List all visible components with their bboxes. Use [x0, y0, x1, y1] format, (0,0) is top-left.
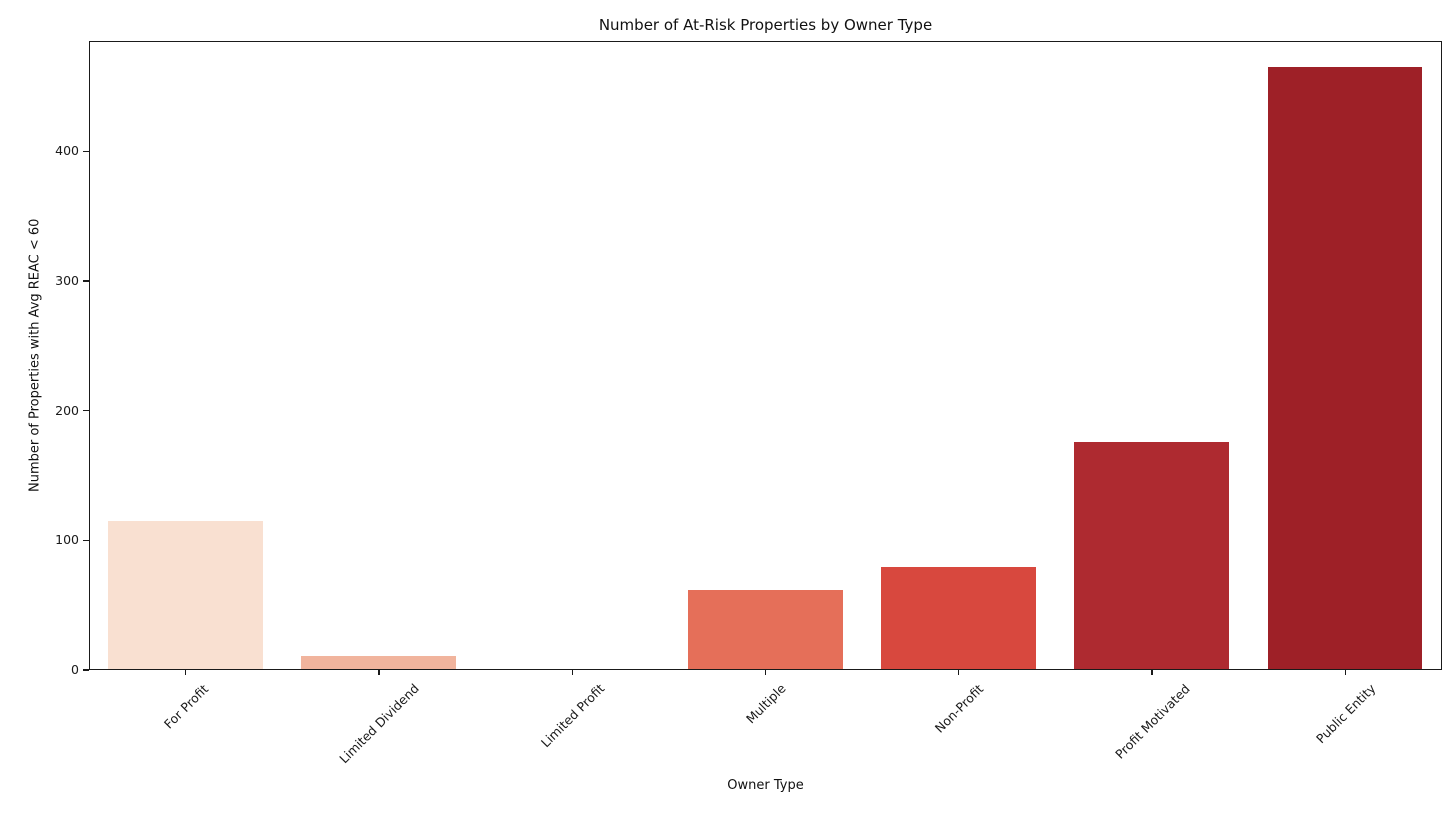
bar-non-profit — [881, 566, 1036, 669]
y-tick-label: 0 — [71, 662, 79, 677]
x-tick-mark — [1344, 670, 1347, 675]
bar-for-profit — [108, 521, 263, 669]
x-tick-mark — [184, 670, 187, 675]
x-tick-mark — [378, 670, 380, 675]
bar-limited-dividend — [301, 656, 456, 669]
x-tick-label-limited-profit: Limited Profit — [537, 680, 608, 751]
x-tick-mark — [571, 670, 573, 675]
bar-multiple — [687, 589, 843, 669]
x-tick-mark — [764, 670, 767, 675]
y-tick-mark — [83, 669, 89, 671]
x-tick-label-limited-dividend: Limited Dividend — [336, 680, 422, 767]
y-tick-mark — [83, 150, 89, 152]
x-tick-label-public-entity: Public Entity — [1312, 680, 1379, 747]
x-tick-label-multiple: Multiple — [742, 681, 789, 727]
x-axis-label: Owner Type — [727, 778, 804, 793]
y-tick-label: 300 — [55, 272, 79, 288]
y-tick-label: 200 — [55, 402, 79, 418]
x-tick-label-for-profit: For Profit — [160, 680, 211, 732]
plot-area — [89, 41, 1442, 670]
bar-public-entity — [1267, 67, 1423, 669]
x-tick-label-profit-motivated: Profit Motivated — [1111, 681, 1193, 762]
y-tick-mark — [83, 539, 89, 541]
y-tick-mark — [83, 280, 89, 282]
x-tick-mark — [1151, 670, 1153, 675]
y-tick-label: 100 — [55, 532, 79, 548]
y-tick-label: 400 — [55, 143, 79, 159]
bar-profit-motivated — [1074, 442, 1230, 669]
y-tick-mark — [83, 409, 89, 412]
x-tick-label-non-profit: Non-Profit — [931, 680, 987, 736]
x-tick-mark — [958, 670, 960, 675]
chart-title: Number of At-Risk Properties by Owner Ty… — [598, 16, 933, 34]
y-axis-label: Number of Properties with Avg REAC < 60 — [27, 218, 43, 493]
